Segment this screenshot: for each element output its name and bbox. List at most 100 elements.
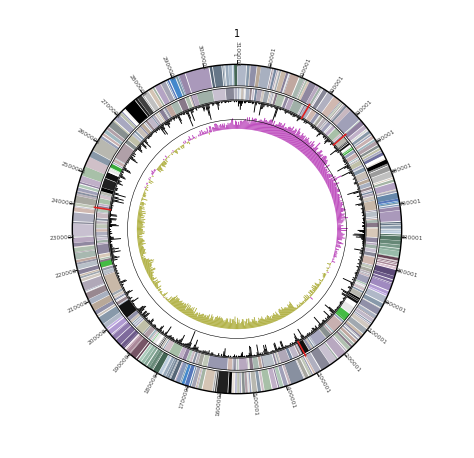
Wedge shape [325, 136, 326, 138]
Wedge shape [329, 187, 337, 191]
Wedge shape [248, 101, 249, 103]
Wedge shape [363, 294, 383, 308]
Wedge shape [175, 338, 178, 342]
Wedge shape [138, 305, 145, 311]
Wedge shape [194, 108, 196, 109]
Wedge shape [324, 138, 328, 142]
Wedge shape [338, 305, 339, 307]
Wedge shape [232, 119, 233, 129]
Wedge shape [361, 208, 364, 209]
Wedge shape [308, 147, 319, 158]
Text: 2200001: 2200001 [55, 267, 81, 278]
Wedge shape [374, 182, 397, 194]
Wedge shape [129, 158, 130, 159]
Wedge shape [247, 358, 248, 370]
Wedge shape [275, 107, 277, 109]
Wedge shape [96, 240, 109, 243]
Wedge shape [336, 211, 343, 213]
Wedge shape [301, 302, 303, 305]
Wedge shape [258, 356, 263, 368]
Wedge shape [359, 252, 363, 254]
Wedge shape [360, 186, 373, 192]
Wedge shape [227, 356, 228, 357]
Wedge shape [114, 265, 117, 267]
Wedge shape [247, 319, 249, 328]
Wedge shape [297, 306, 299, 308]
Wedge shape [180, 363, 188, 384]
Wedge shape [173, 338, 174, 340]
Wedge shape [234, 358, 236, 370]
Wedge shape [259, 103, 262, 115]
Wedge shape [282, 127, 290, 140]
Wedge shape [349, 159, 360, 166]
Wedge shape [177, 148, 179, 150]
Wedge shape [195, 352, 201, 365]
Wedge shape [321, 96, 340, 118]
Wedge shape [183, 305, 190, 314]
Wedge shape [351, 173, 353, 174]
Wedge shape [335, 148, 337, 150]
Wedge shape [78, 265, 100, 274]
Wedge shape [176, 149, 177, 150]
Wedge shape [297, 358, 309, 379]
Wedge shape [348, 286, 351, 288]
Wedge shape [162, 125, 165, 129]
Wedge shape [133, 316, 143, 326]
Wedge shape [215, 103, 216, 104]
Wedge shape [307, 337, 314, 348]
Wedge shape [188, 139, 190, 141]
Wedge shape [357, 188, 359, 190]
Wedge shape [219, 102, 220, 103]
Wedge shape [251, 102, 252, 103]
Wedge shape [306, 109, 316, 122]
Wedge shape [308, 292, 312, 295]
Wedge shape [334, 251, 337, 253]
Text: 1100001: 1100001 [364, 326, 387, 346]
Wedge shape [146, 319, 148, 320]
Wedge shape [334, 146, 335, 147]
Wedge shape [362, 243, 365, 244]
Wedge shape [380, 234, 401, 235]
Wedge shape [118, 276, 119, 277]
Wedge shape [306, 147, 315, 157]
Wedge shape [297, 329, 304, 339]
Wedge shape [174, 300, 180, 307]
Wedge shape [224, 123, 225, 130]
Wedge shape [249, 65, 257, 87]
Wedge shape [325, 305, 335, 313]
Wedge shape [351, 284, 353, 285]
Wedge shape [140, 125, 149, 136]
Wedge shape [332, 196, 342, 200]
Wedge shape [335, 207, 344, 210]
Wedge shape [297, 139, 304, 149]
Wedge shape [335, 251, 337, 252]
Wedge shape [216, 103, 217, 104]
Wedge shape [366, 229, 378, 237]
Wedge shape [284, 110, 286, 113]
Wedge shape [324, 175, 333, 181]
Wedge shape [307, 333, 309, 336]
Wedge shape [337, 307, 338, 308]
Wedge shape [305, 121, 307, 122]
Wedge shape [297, 340, 309, 354]
Wedge shape [110, 209, 112, 210]
Wedge shape [216, 124, 218, 131]
Wedge shape [255, 102, 257, 105]
Wedge shape [189, 307, 195, 317]
Wedge shape [155, 284, 158, 287]
Wedge shape [284, 307, 289, 315]
Wedge shape [360, 199, 362, 201]
Wedge shape [320, 121, 328, 131]
Wedge shape [373, 270, 395, 280]
Wedge shape [231, 323, 232, 329]
Wedge shape [290, 113, 292, 115]
Wedge shape [146, 183, 147, 185]
Wedge shape [152, 351, 164, 370]
Wedge shape [263, 91, 269, 104]
Wedge shape [362, 211, 364, 212]
Wedge shape [149, 181, 150, 182]
Wedge shape [143, 259, 152, 263]
Wedge shape [303, 120, 305, 121]
Wedge shape [333, 199, 340, 202]
Wedge shape [337, 239, 342, 240]
